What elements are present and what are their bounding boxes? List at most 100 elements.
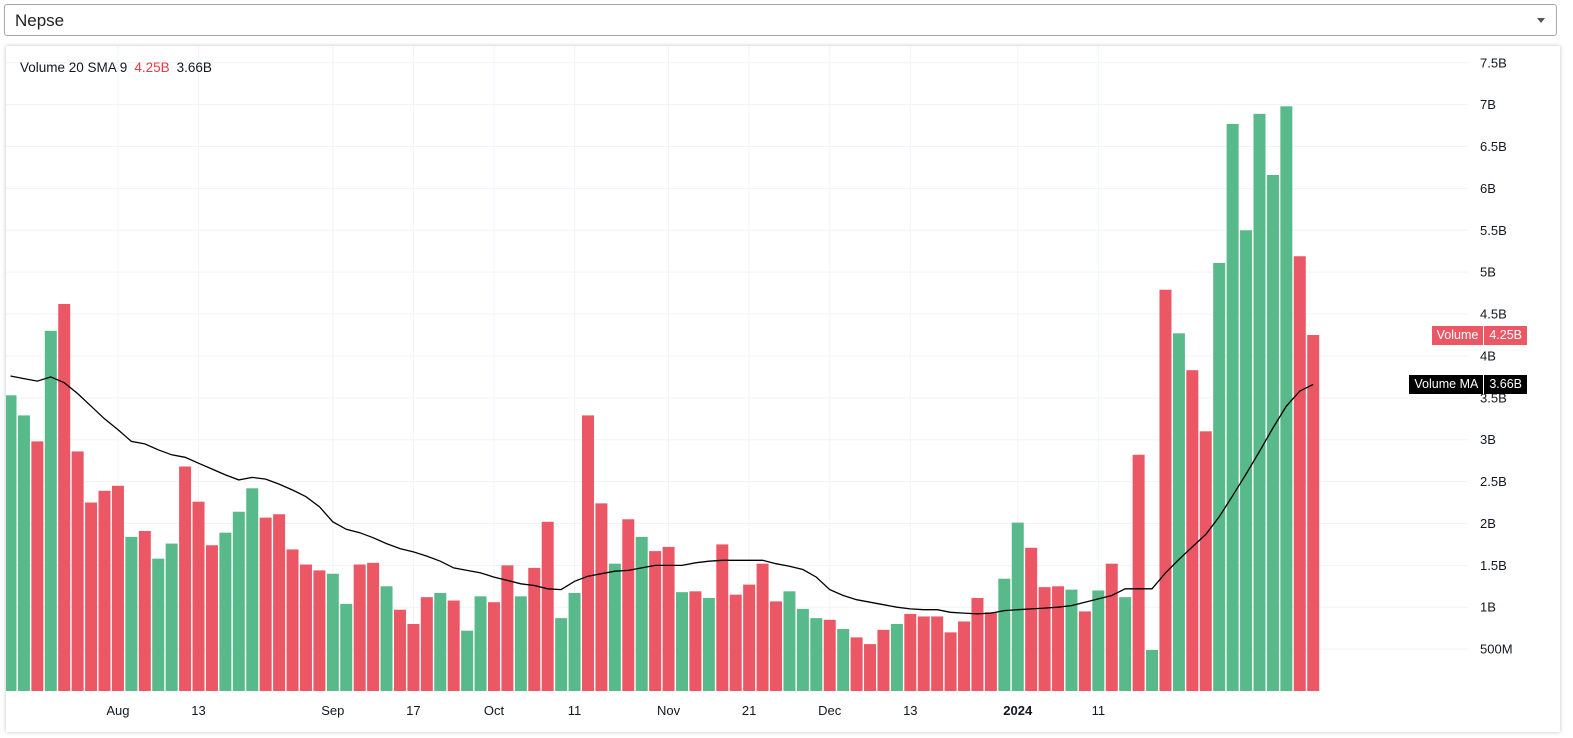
volume-bar (555, 618, 568, 691)
volume-bar (1307, 334, 1320, 691)
volume-bar (850, 637, 863, 691)
volume-bar (608, 563, 621, 691)
volume-bar (98, 490, 111, 691)
symbol-select[interactable]: Nepse (4, 4, 1557, 36)
volume-bar (1092, 590, 1105, 691)
volume-bar (487, 602, 500, 691)
volume-bar (326, 573, 339, 691)
chevron-down-icon[interactable] (1533, 12, 1549, 28)
volume-bar (1065, 589, 1078, 691)
legend-volume-value: 4.25B (134, 60, 170, 75)
legend-indicator-name: Volume 20 SMA 9 (20, 60, 128, 75)
volume-bar (1186, 370, 1199, 691)
volume-bar (1105, 563, 1118, 691)
volume-bar (219, 532, 232, 691)
volume-bar (689, 591, 702, 691)
volume-bar (890, 623, 903, 691)
x-tick-label: Nov (657, 703, 681, 718)
y-tick-label: 4B (1480, 348, 1496, 363)
volume-bar (864, 644, 877, 691)
x-tick-label: 13 (903, 703, 917, 718)
x-axis: Aug 13 Sep 17 Oct 11 Nov 21 Dec 13 2024 11 (106, 703, 1105, 718)
volume-bar (380, 586, 393, 691)
volume-bar (31, 441, 44, 691)
volume-bar (716, 544, 729, 691)
volume-bar (1132, 454, 1145, 691)
volume-bar (407, 623, 420, 691)
x-tick-label: 11 (1092, 703, 1106, 718)
legend-ma-value: 3.66B (176, 60, 212, 75)
volume-bar (958, 621, 971, 691)
volume-tag-label: Volume (1436, 327, 1479, 342)
y-tick-label: 500M (1480, 642, 1513, 657)
volume-bar (44, 330, 57, 691)
volume-chart[interactable]: 500M 1B 1.5B 2B 2.5B 3B 3.5B 4B 4.5B 5B 5.5B 6B 6.5B… (6, 46, 1560, 732)
volume-bar (1078, 611, 1091, 691)
volume-tag-value: 4.25B (1489, 327, 1522, 342)
volume-bar (877, 629, 890, 691)
volume-bar (165, 543, 178, 691)
volume-bar (581, 415, 594, 691)
volume-bar (273, 514, 286, 691)
volume-bar (434, 592, 447, 691)
volume-bar (393, 609, 406, 691)
y-tick-label: 1.5B (1480, 558, 1507, 573)
y-tick-label: 6.5B (1480, 139, 1507, 154)
volume-bar (474, 596, 487, 691)
volume-bar (259, 517, 272, 691)
volume-bar (823, 619, 836, 691)
volume-bar (1172, 333, 1185, 691)
volume-bar (904, 613, 917, 691)
y-tick-label: 5B (1480, 265, 1496, 280)
volume-bar (984, 612, 997, 691)
volume-bar (622, 519, 635, 691)
volume-bar (1199, 431, 1212, 691)
volume-bar (501, 565, 514, 691)
volume-bar (971, 598, 984, 691)
grid-lines (6, 46, 1468, 691)
volume-bar (649, 551, 662, 691)
volume-bar (635, 536, 648, 691)
volume-bar (702, 598, 715, 691)
volume-bar (447, 600, 460, 691)
volume-bar (246, 488, 259, 691)
volume-bar (125, 536, 138, 691)
volume-bar (179, 466, 192, 691)
volume-bar (461, 630, 474, 691)
x-tick-label: 17 (406, 703, 420, 718)
volume-bar (743, 584, 756, 691)
x-tick-label: Sep (321, 703, 344, 718)
y-tick-label: 2.5B (1480, 474, 1507, 489)
volume-bar (1038, 587, 1051, 691)
volume-chart-canvas[interactable]: 500M1B1.5B2B2.5B3B3.5B4B4.5B5B5.5B6B6.5B… (6, 46, 1560, 732)
volume-bar (85, 502, 98, 691)
volume-bar (568, 592, 581, 691)
volume-ma-price-tag: Volume MA 3.66B (1409, 375, 1527, 395)
volume-bar (676, 592, 688, 691)
volume-bar (1253, 113, 1266, 691)
y-tick-label: 3B (1480, 432, 1496, 447)
x-tick-label: Oct (484, 703, 505, 718)
x-tick-label: Dec (818, 703, 842, 718)
volume-bar (662, 546, 675, 691)
volume-bar (1119, 597, 1132, 691)
volume-bar (783, 591, 796, 691)
y-axis: 500M1B1.5B2B2.5B3B3.5B4B4.5B5B5.5B6B6.5B… (1480, 55, 1513, 656)
volume-bar (1011, 522, 1024, 691)
symbol-select-value: Nepse (15, 11, 65, 30)
volume-bar (6, 395, 17, 691)
volume-bar (810, 618, 823, 691)
volume-ma-line-path (10, 375, 1314, 615)
volume-bar (232, 511, 245, 691)
y-tick-label: 1B (1480, 600, 1496, 615)
x-tick-label: Aug (106, 703, 129, 718)
volume-ma-tag-label: Volume MA (1414, 377, 1479, 392)
volume-bar (71, 451, 84, 691)
volume-bar (111, 485, 124, 691)
volume-bar (1266, 175, 1279, 691)
volume-bar (205, 545, 218, 691)
volume-bar (420, 597, 433, 691)
chart-legend: Volume 20 SMA 9 4.25B 3.66B (20, 60, 219, 75)
volume-bar (1213, 262, 1226, 691)
volume-bar (796, 608, 809, 691)
